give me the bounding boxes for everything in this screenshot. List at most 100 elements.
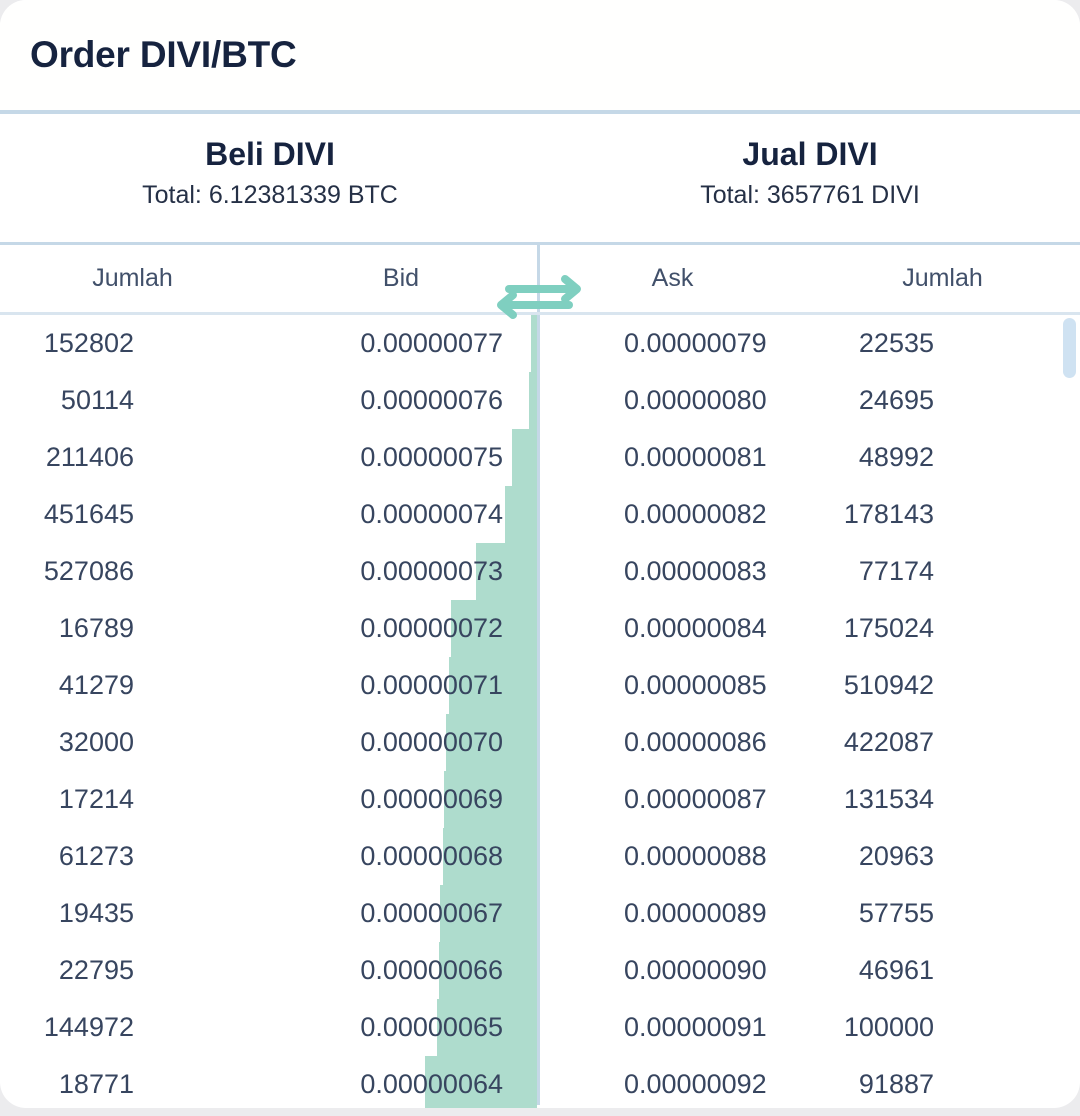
bid-price-cell: 0.00000073	[360, 556, 503, 586]
ask-row[interactable]: 0.00000086 422087	[540, 714, 1080, 771]
ask-price-cell: 0.00000085	[624, 670, 767, 700]
ask-amount-cell: 175024	[843, 613, 934, 643]
ask-amount-cell: 100000	[843, 1012, 934, 1042]
bid-row[interactable]: 451645 0.00000074	[0, 486, 537, 543]
ask-row[interactable]: 0.00000088 20963	[540, 828, 1080, 885]
ask-side: 0.00000079 22535 0.00000080 24695 0.00000081…	[540, 315, 1080, 1105]
bid-price-cell: 0.00000070	[360, 727, 503, 757]
bid-amount-cell: 144972	[43, 1012, 134, 1042]
ask-amount-cell: 22535	[858, 328, 934, 358]
bid-rows: 152802 0.00000077 50114 0.00000076 211406 0.0…	[0, 315, 537, 1108]
bid-price-cell: 0.00000071	[360, 670, 503, 700]
bid-amount-cell: 32000	[58, 727, 134, 757]
column-header-ask-price: Ask	[651, 264, 694, 292]
bid-price-cell: 0.00000067	[360, 898, 503, 928]
bid-amount-cell: 17214	[58, 784, 134, 814]
bid-price-cell: 0.00000077	[360, 328, 503, 358]
ask-row[interactable]: 0.00000081 48992	[540, 429, 1080, 486]
page-title: Order DIVI/BTC	[30, 34, 297, 75]
bid-amount-cell: 152802	[43, 328, 134, 358]
bid-depth-bar	[531, 315, 537, 372]
ask-row[interactable]: 0.00000085 510942	[540, 657, 1080, 714]
bid-row[interactable]: 17214 0.00000069	[0, 771, 537, 828]
bid-price-cell: 0.00000068	[360, 841, 503, 871]
sides-header: Beli DIVI Total: 6.12381339 BTC Jual DIV…	[0, 114, 1080, 319]
bid-depth-chart	[0, 315, 537, 1108]
bid-row[interactable]: 144972 0.00000065	[0, 999, 537, 1056]
ask-amount-cell: 77174	[858, 556, 934, 586]
ask-price-cell: 0.00000090	[624, 955, 767, 985]
bid-row[interactable]: 32000 0.00000070	[0, 714, 537, 771]
card-header: Order DIVI/BTC	[0, 0, 1080, 114]
ask-amount-cell: 46961	[858, 955, 934, 985]
ask-rows: 0.00000079 22535 0.00000080 24695 0.00000081…	[540, 315, 1080, 1108]
bid-depth-bar	[440, 885, 537, 942]
bid-depth-bar	[443, 828, 537, 885]
bid-depth-bar	[446, 714, 537, 771]
bid-depth-bar	[505, 486, 537, 543]
bid-row[interactable]: 211406 0.00000075	[0, 429, 537, 486]
sell-side-total: Total: 3657761 DIVI	[700, 181, 920, 209]
ask-amount-cell: 57755	[858, 898, 934, 928]
sell-side-header: Jual DIVI Total: 3657761 DIVI	[540, 114, 1080, 242]
ask-price-cell: 0.00000088	[624, 841, 767, 871]
ask-row[interactable]: 0.00000084 175024	[540, 600, 1080, 657]
ask-amount-cell: 24695	[858, 385, 934, 415]
bid-row[interactable]: 16789 0.00000072	[0, 600, 537, 657]
bid-depth-bar	[437, 999, 537, 1056]
bid-depth-bar	[444, 771, 537, 828]
bid-row[interactable]: 61273 0.00000068	[0, 828, 537, 885]
bid-depth-bar	[529, 372, 537, 429]
column-headers: Jumlah Bid Ask Jumlah	[0, 245, 1080, 315]
bid-price-cell: 0.00000069	[360, 784, 503, 814]
bid-amount-cell: 19435	[58, 898, 134, 928]
ask-row[interactable]: 0.00000091 100000	[540, 999, 1080, 1056]
bid-column-headers: Jumlah Bid	[0, 245, 540, 312]
bid-row[interactable]: 22795 0.00000066	[0, 942, 537, 999]
bid-row[interactable]: 50114 0.00000076	[0, 372, 537, 429]
bid-row[interactable]: 41279 0.00000071	[0, 657, 537, 714]
bid-row[interactable]: 527086 0.00000073	[0, 543, 537, 600]
bid-row[interactable]: 19435 0.00000067	[0, 885, 537, 942]
sell-side-title: Jual DIVI	[742, 136, 878, 172]
ask-amount-cell: 131534	[843, 784, 934, 814]
ask-amount-cell: 20963	[858, 841, 934, 871]
ask-price-cell: 0.00000086	[624, 727, 767, 757]
bid-price-cell: 0.00000075	[360, 442, 503, 472]
ask-price-cell: 0.00000089	[624, 898, 767, 928]
ask-row[interactable]: 0.00000080 24695	[540, 372, 1080, 429]
bid-price-cell: 0.00000065	[360, 1012, 503, 1042]
ask-row[interactable]: 0.00000082 178143	[540, 486, 1080, 543]
bid-side: 152802 0.00000077 50114 0.00000076 211406 0.0…	[0, 315, 540, 1108]
bid-amount-cell: 18771	[58, 1069, 134, 1099]
order-book-scrollbar[interactable]	[1063, 318, 1080, 1108]
ask-amount-cell: 48992	[858, 442, 934, 472]
bid-row[interactable]: 18771 0.00000064	[0, 1056, 537, 1108]
bid-row[interactable]: 152802 0.00000077	[0, 315, 537, 372]
ask-row[interactable]: 0.00000083 77174	[540, 543, 1080, 600]
order-book-body: 152802 0.00000077 50114 0.00000076 211406 0.0…	[0, 315, 1080, 1108]
bid-price-cell: 0.00000072	[360, 613, 503, 643]
ask-row[interactable]: 0.00000090 46961	[540, 942, 1080, 999]
bid-price-cell: 0.00000076	[360, 385, 503, 415]
ask-row[interactable]: 0.00000087 131534	[540, 771, 1080, 828]
bid-depth-bar	[512, 429, 537, 486]
ask-price-cell: 0.00000084	[624, 613, 767, 643]
ask-row[interactable]: 0.00000089 57755	[540, 885, 1080, 942]
ask-row[interactable]: 0.00000092 91887	[540, 1056, 1080, 1108]
ask-amount-cell: 422087	[843, 727, 934, 757]
ask-row[interactable]: 0.00000079 22535	[540, 315, 1080, 372]
buy-side-total: Total: 6.12381339 BTC	[142, 181, 398, 209]
ask-price-cell: 0.00000083	[624, 556, 767, 586]
bid-amount-cell: 211406	[45, 442, 134, 472]
bid-amount-cell: 50114	[60, 385, 134, 415]
ask-price-cell: 0.00000091	[624, 1012, 767, 1042]
swap-arrows-icon[interactable]	[487, 272, 591, 322]
ask-price-cell: 0.00000080	[624, 385, 767, 415]
scrollbar-thumb[interactable]	[1063, 318, 1076, 378]
buy-side-title: Beli DIVI	[205, 136, 335, 172]
bid-price-cell: 0.00000064	[360, 1069, 503, 1099]
bid-depth-bar	[425, 1056, 537, 1108]
ask-price-cell: 0.00000087	[624, 784, 767, 814]
